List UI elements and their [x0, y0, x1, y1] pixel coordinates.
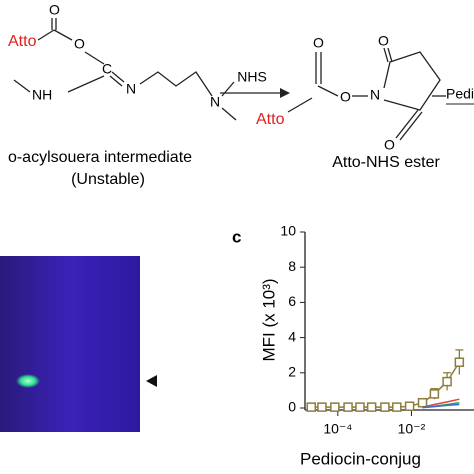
- y-tick-label: 8: [288, 258, 296, 274]
- y-axis-label: MFI (x 10³): [259, 278, 278, 361]
- panel-label: c: [232, 227, 241, 246]
- data-point: [454, 357, 465, 367]
- series-line: [422, 398, 460, 408]
- data-point: [355, 402, 365, 412]
- x-tick-label: 10⁻⁴: [323, 421, 352, 437]
- product-fragment: Pedi: [446, 86, 474, 102]
- data-point: [366, 402, 377, 412]
- y-tick-label: 0: [288, 399, 296, 415]
- left-molecule-bonds: [13, 18, 237, 121]
- atom-label: O: [49, 2, 60, 18]
- atom-label: N: [210, 94, 220, 110]
- caption: (Unstable): [71, 171, 145, 188]
- data-point: [404, 401, 415, 411]
- data-point: [343, 402, 353, 412]
- series-line: [422, 403, 460, 409]
- atom-label: N: [126, 81, 136, 97]
- atom-label: O: [313, 35, 324, 51]
- atom-label: O: [74, 36, 85, 52]
- y-tick-label: 4: [288, 328, 296, 344]
- data-point: [380, 402, 390, 412]
- atom-label: Atto: [256, 111, 285, 128]
- x-tick-label: 10⁻²: [398, 421, 426, 437]
- y-tick-label: 6: [288, 293, 296, 309]
- gel-band: [16, 374, 40, 388]
- reagent: NHS: [237, 69, 267, 85]
- caption: o-acylsouera intermediate: [8, 149, 192, 166]
- data-point: [429, 389, 440, 399]
- data-point: [306, 402, 317, 412]
- band-arrow: [146, 375, 157, 387]
- data-point: [392, 402, 402, 412]
- y-tick-label: 10: [280, 223, 296, 239]
- atom-label: O: [384, 137, 395, 153]
- atom-label: N: [370, 87, 380, 103]
- gel-image: [0, 256, 140, 432]
- y-tick-label: 2: [288, 364, 296, 380]
- data-point: [417, 397, 428, 408]
- caption: Atto-NHS ester: [332, 154, 440, 171]
- x-axis-label: Pediocin-conjug: [300, 449, 421, 468]
- data-point: [442, 376, 452, 387]
- atom-label: O: [340, 89, 351, 105]
- atom-label: C: [102, 61, 112, 77]
- atom-label: Atto: [8, 33, 37, 50]
- data-point: [317, 402, 327, 412]
- atom-label: O: [378, 33, 389, 49]
- series-line: [311, 361, 460, 408]
- right-molecule-bonds: [287, 47, 446, 141]
- atom-label: NH: [32, 87, 52, 103]
- arrow-head: [280, 88, 290, 98]
- data-point: [330, 402, 340, 412]
